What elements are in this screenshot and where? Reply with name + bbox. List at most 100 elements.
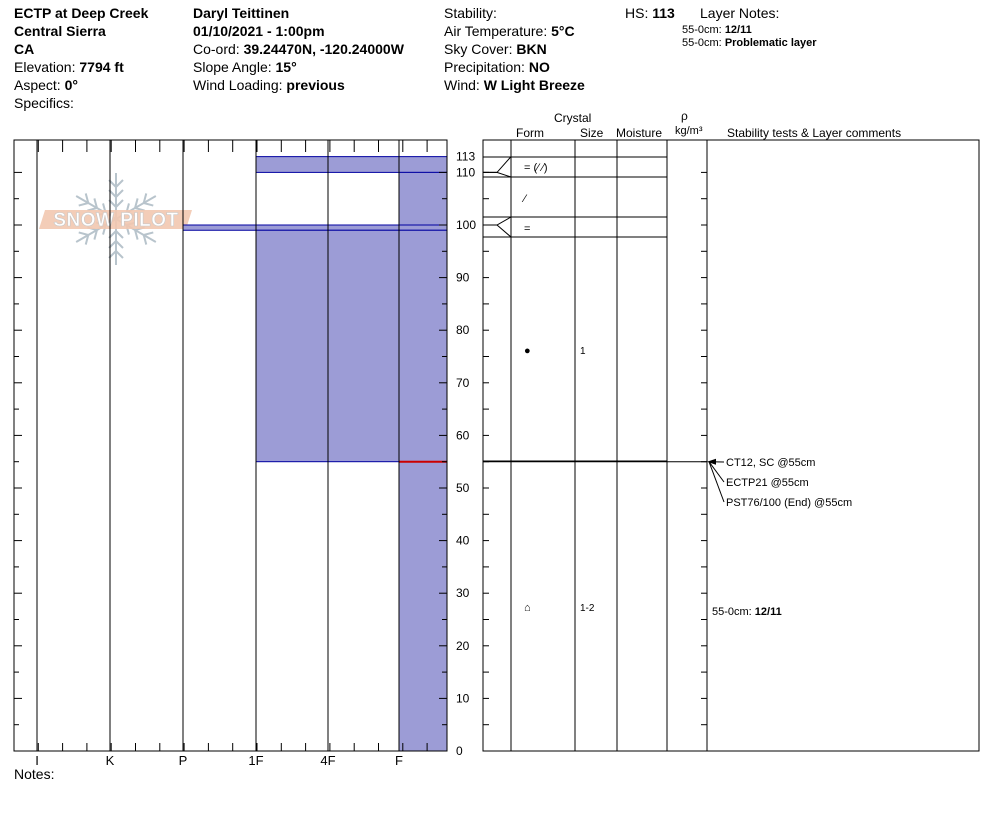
stability-comments-header: Stability tests & Layer comments <box>727 126 902 140</box>
header-field-label: Co-ord: <box>193 41 244 57</box>
depth-tick-label: 80 <box>456 323 470 337</box>
header-field: 01/10/2021 - 1:00pm <box>193 22 325 40</box>
depth-tick-label: 60 <box>456 428 470 442</box>
header-field-value: 0° <box>64 77 78 93</box>
header-field-value: Daryl Teittinen <box>193 5 290 21</box>
hardness-tick-label: I <box>35 753 39 768</box>
layer-note-range: 55-0cm: <box>682 37 722 49</box>
chart-frames <box>13 139 980 752</box>
layer-note-text: 12/11 <box>724 24 752 36</box>
layer-connector <box>483 224 512 238</box>
header-field-value: 39.24470N, -120.24000W <box>243 41 404 57</box>
layer-column: = (⁄ ⁄) ⁄ = ● 1 ⌂ 1-2 <box>483 156 707 614</box>
header-field-label: Sky Cover: <box>444 41 517 57</box>
header-field-value: CA <box>14 41 35 57</box>
header-field: Precipitation: NO <box>444 58 550 76</box>
snowflake-arm-branch <box>115 199 124 208</box>
layer-connector <box>483 171 512 178</box>
header-field: Co-ord: 39.24470N, -120.24000W <box>193 40 404 58</box>
header-field-label: Stability: <box>444 5 497 21</box>
header-field-value: BKN <box>516 41 547 57</box>
snowflake-arm-branch <box>115 230 124 239</box>
snowflake-arm-branch <box>78 231 89 236</box>
snowflake-arm-branch <box>115 179 124 188</box>
layer-comment: 55-0cm: 12/11 <box>712 606 782 618</box>
form-header: Form <box>516 126 544 140</box>
hs-label: HS: <box>625 5 649 21</box>
depth-tick-label: 10 <box>456 691 470 705</box>
stability-test-label: ECTP21 @55cm <box>726 477 809 489</box>
header-field-value: previous <box>286 77 345 93</box>
hardness-tick-label: K <box>106 753 115 768</box>
layer-notes-title: Layer Notes: <box>700 5 780 21</box>
layer-note-1: 55-0cm: 12/11 <box>682 24 752 37</box>
snowflake-arm-branch <box>143 202 154 207</box>
header-field-label: Wind Loading: <box>193 77 287 93</box>
header-field: Aspect: 0° <box>14 76 78 94</box>
header-field-value: 5°C <box>551 23 575 39</box>
depth-tick-label: 110 <box>456 165 475 179</box>
snowflake-arm-branch <box>93 229 98 240</box>
snowflake-arm-branch <box>134 229 139 240</box>
hardness-tick-label: P <box>179 753 188 768</box>
header-field-value: 15° <box>275 59 297 75</box>
depth-tick-label: 113 <box>456 150 475 164</box>
hs-value: 113 <box>652 5 675 21</box>
layer-note-range: 55-0cm: <box>682 24 722 36</box>
header-field: Daryl Teittinen <box>193 4 289 22</box>
layer-table-frame <box>482 139 980 752</box>
test-arrowhead <box>707 458 716 465</box>
header-field: Air Temperature: 5°C <box>444 22 575 40</box>
crystal-size-label: 1-2 <box>580 603 595 614</box>
layer-comment-text: 12/11 <box>755 606 782 618</box>
crystal-size-label: 1 <box>580 346 586 357</box>
header-field: Wind Loading: previous <box>193 76 345 94</box>
hardness-bar <box>398 461 448 752</box>
crystal-header: Crystal <box>554 111 592 125</box>
crystal-form-symbol: ⁄ <box>521 193 528 205</box>
header-field-label: Slope Angle: <box>193 59 276 75</box>
header-field: Slope Angle: 15° <box>193 58 297 76</box>
crystal-form-symbol: ● <box>524 345 531 357</box>
layer-connector <box>483 156 512 173</box>
layer-connector <box>483 216 512 226</box>
logo-banner <box>39 210 192 229</box>
header-field: Sky Cover: BKN <box>444 40 547 58</box>
layer-comment-range: 55-0cm: <box>712 606 755 618</box>
hs-readout: HS: 113 <box>625 4 675 22</box>
header-field-value: 7794 ft <box>79 59 124 75</box>
snowflake-arm-branch <box>134 198 139 209</box>
header-field-value: ECTP at Deep Creek <box>14 5 149 21</box>
logo-text: SNOW PILOT <box>53 210 178 231</box>
header-field: Wind: W Light Breeze <box>444 76 585 94</box>
snowflake-arm-branch <box>84 193 90 204</box>
hardness-profile <box>182 156 448 752</box>
header-field: Elevation: 7794 ft <box>14 58 124 76</box>
snowflake-arm-branch <box>93 198 98 209</box>
depth-tick-label: 50 <box>456 481 470 495</box>
density-symbol: ρ <box>681 109 688 123</box>
snowflake-arm-branch <box>143 231 154 236</box>
header-field-label: Air Temperature: <box>444 23 552 39</box>
size-header: Size <box>580 126 604 140</box>
crystal-form-symbol: = (⁄ ⁄) <box>524 162 548 174</box>
hardness-bar <box>182 224 448 231</box>
snowflake-arm-branch <box>142 193 148 204</box>
snowpilot-logo: SNOW PILOT <box>39 173 192 265</box>
header-field-value: 01/10/2021 - 1:00pm <box>193 23 325 39</box>
header-field: Stability: <box>444 4 497 22</box>
notes-label: Notes: <box>14 766 55 782</box>
depth-tick-label: 30 <box>456 586 470 600</box>
header-field-label: Precipitation: <box>444 59 529 75</box>
header-field-label: Wind: <box>444 77 484 93</box>
hardness-plot-frame <box>13 139 448 752</box>
stability-test-label: CT12, SC @55cm <box>726 457 815 469</box>
test-pointer <box>708 461 725 503</box>
hardness-bar <box>255 156 448 173</box>
hardness-bar <box>398 171 448 226</box>
moisture-header: Moisture <box>616 126 663 140</box>
snowflake-arm-branch <box>142 234 148 245</box>
header-field-label: Elevation: <box>14 59 80 75</box>
stability-test-label: PST76/100 (End) @55cm <box>726 497 852 509</box>
